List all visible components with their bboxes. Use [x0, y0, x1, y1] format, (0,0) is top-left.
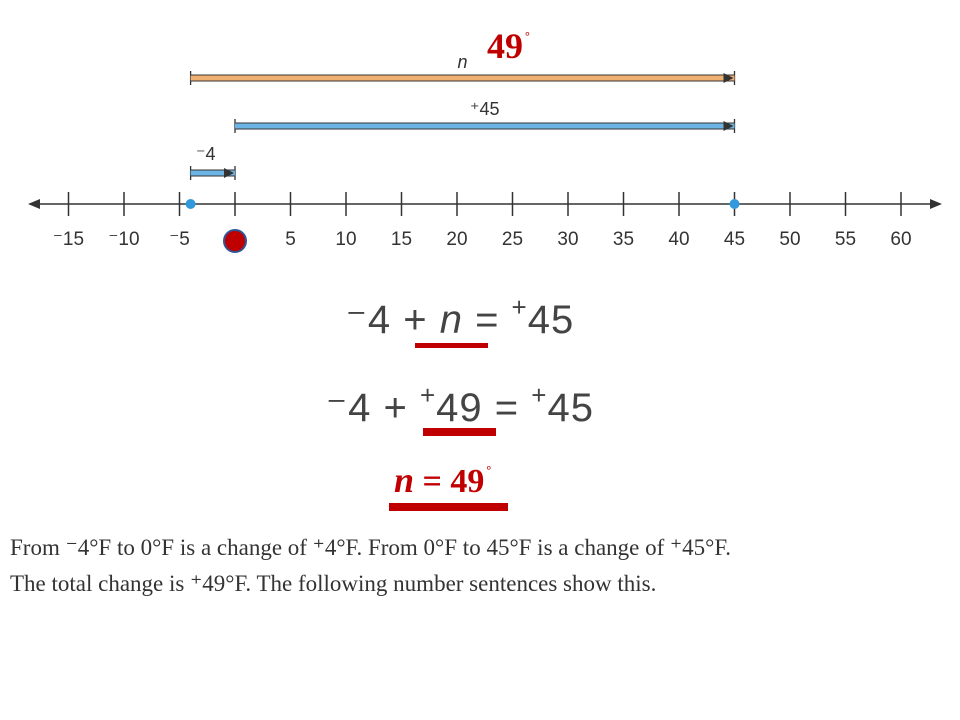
- equation-2-left: ⁻4 +: [326, 386, 420, 430]
- equation-1: ⁻4 + n = +45: [0, 294, 920, 342]
- tick-label: 30: [557, 229, 578, 250]
- degree-symbol: °: [525, 29, 530, 43]
- result-statement: n = 49 °: [394, 462, 491, 499]
- tick-label: ⁻15: [53, 229, 84, 250]
- tick-label: 60: [890, 229, 911, 250]
- equation-1-equals: =: [462, 298, 512, 342]
- tick-label: 35: [613, 229, 634, 250]
- tick-label: 55: [835, 229, 856, 250]
- underline-result: [389, 503, 508, 511]
- underline-value-49: [423, 428, 496, 436]
- tick-label: 50: [779, 229, 800, 250]
- change-arrow-bar: [235, 123, 735, 129]
- change-arrow-label: n: [458, 52, 468, 72]
- change-arrowhead: [224, 168, 234, 178]
- zero-marker-dot: [223, 229, 247, 253]
- tick-label: 10: [335, 229, 356, 250]
- equation-1-sign: +: [511, 292, 528, 322]
- equation-2-right: 45: [547, 386, 594, 430]
- result-degree: °: [486, 463, 492, 477]
- axis-left-arrowhead: [28, 199, 40, 209]
- underline-variable-n: [415, 343, 488, 348]
- tick-label: 15: [391, 229, 412, 250]
- answer-annotation-top: 49 °: [487, 28, 530, 64]
- explanation-line-2: The total change is ⁺49°F. The following…: [10, 571, 657, 596]
- change-arrowhead: [723, 73, 734, 83]
- change-arrow-label: ⁻4: [196, 144, 216, 164]
- change-arrowhead: [723, 121, 734, 131]
- tick-label: 5: [285, 229, 296, 250]
- equation-2-sign-2: +: [531, 380, 548, 410]
- result-variable: n: [394, 460, 415, 500]
- tick-label: 45: [724, 229, 745, 250]
- number-line-point: [185, 199, 196, 209]
- tick-label: 25: [502, 229, 523, 250]
- tick-label: 20: [446, 229, 467, 250]
- equation-2-equals: =: [482, 386, 532, 430]
- equation-2-sign-1: +: [419, 380, 437, 410]
- equation-1-right: 45: [527, 298, 575, 342]
- tick-label: ⁻5: [169, 229, 190, 250]
- axis-right-arrowhead: [930, 199, 942, 209]
- change-arrow-bar: [190, 170, 235, 176]
- number-line-point: [729, 199, 740, 209]
- equation-1-left: ⁻4 +: [345, 298, 440, 342]
- number-line-diagram: ⁻15⁻10⁻5051015202530354045505560 n⁺45⁻4: [28, 52, 942, 253]
- answer-top-value: 49: [487, 26, 523, 66]
- explanation-text: From ⁻4°F to 0°F is a change of ⁺4°F. Fr…: [10, 530, 950, 602]
- tick-label: 40: [668, 229, 689, 250]
- equation-1-variable: n: [439, 298, 463, 342]
- equation-2: ⁻4 + +49 = +45: [0, 382, 920, 430]
- tick-label: ⁻10: [108, 229, 139, 250]
- explanation-line-1: From ⁻4°F to 0°F is a change of ⁺4°F. Fr…: [10, 535, 732, 560]
- change-arrow-bar: [190, 75, 735, 81]
- result-value: = 49: [414, 463, 485, 500]
- equation-2-value-1: 49: [436, 386, 483, 430]
- change-arrow-label: ⁺45: [470, 99, 500, 119]
